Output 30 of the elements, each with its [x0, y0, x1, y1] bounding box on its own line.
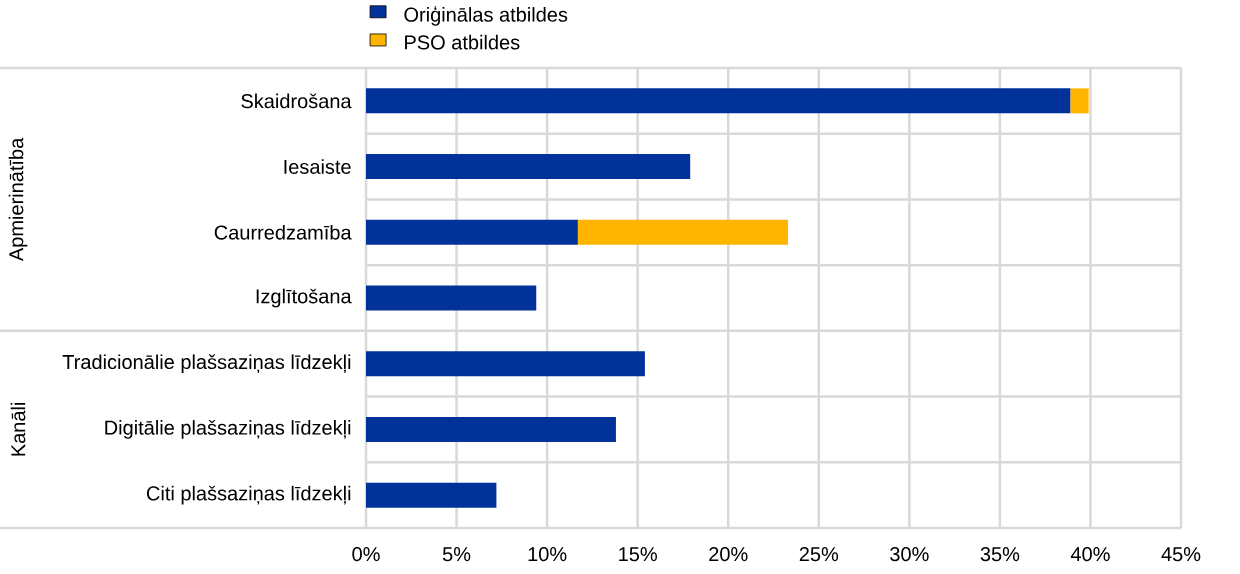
x-tick-label: 20% [709, 547, 748, 562]
x-tick-label: 15% [619, 547, 657, 562]
text: Apmierinātība [8, 137, 28, 262]
legend-label: PSO atbildes [405, 34, 520, 50]
x-tick-label: 10% [528, 547, 567, 562]
bar [577, 219, 788, 245]
text: Kanāli [10, 402, 26, 456]
bar [366, 88, 1071, 114]
x-tick-label: 35% [980, 547, 1020, 562]
bar [366, 219, 578, 245]
y-tick-label: Tradicionālie plašsaziņas līdzekļi [62, 354, 351, 374]
bar [366, 285, 537, 311]
bar [1070, 88, 1089, 114]
bar [366, 416, 616, 442]
x-tick-label: 40% [1070, 547, 1110, 562]
y-tick-label: Citi plašsaziņas līdzekļi [146, 485, 351, 505]
y-tick-label: Izglītošana [256, 288, 352, 308]
x-tick-label: 5% [442, 547, 471, 562]
x-tick-label: 0% [352, 547, 380, 562]
y-tick-label: Iesaiste [284, 159, 351, 174]
bar [366, 482, 497, 508]
y-tick-label: Caurredzamība [214, 224, 352, 240]
x-tick-label: 25% [799, 547, 839, 562]
y-tick-label: Skaidrošana [241, 93, 352, 109]
x-tick-label: 30% [890, 547, 929, 562]
x-tick-label: 45% [1161, 547, 1201, 562]
bar [366, 351, 645, 377]
y-tick-label: Digitālie plašsaziņas līdzekļi [105, 420, 351, 439]
legend-label: Oriģinālas atbildes [404, 6, 568, 26]
bar [366, 154, 691, 180]
